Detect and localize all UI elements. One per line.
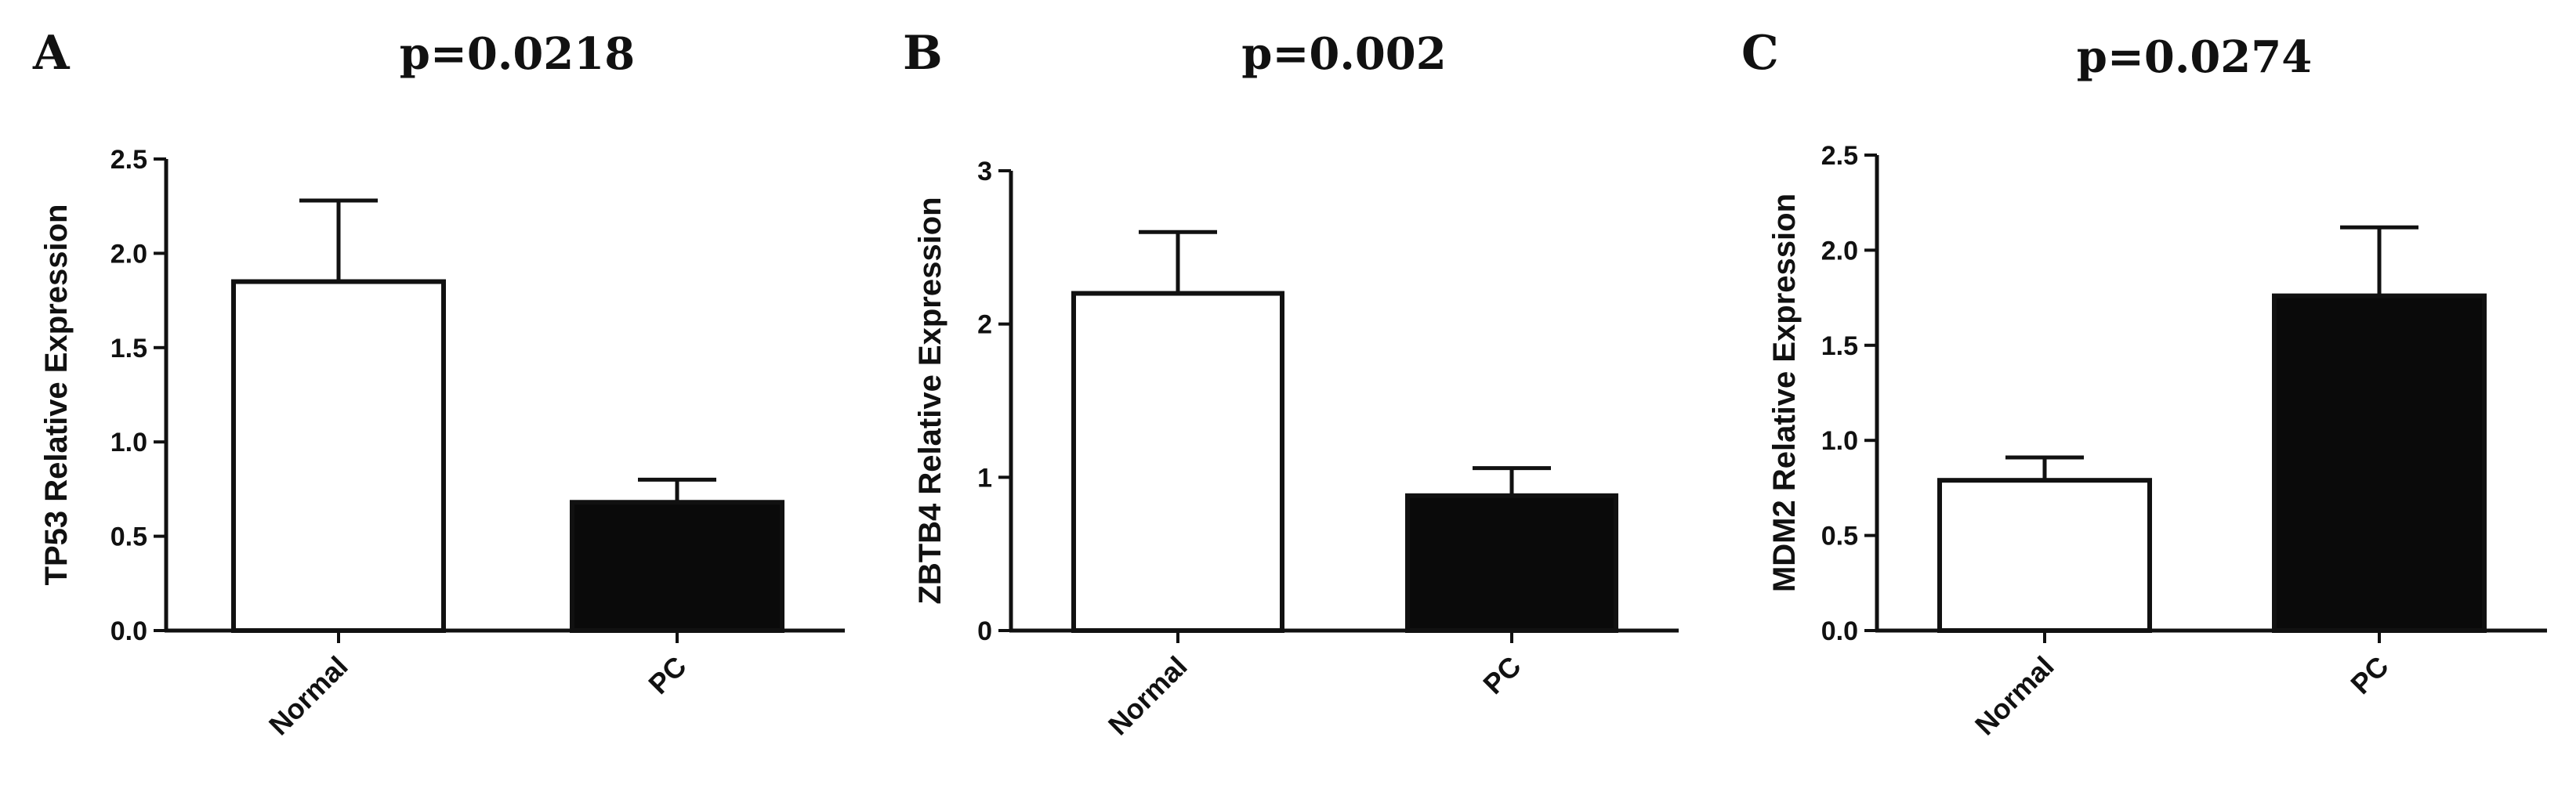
bar-pc: [2272, 293, 2487, 633]
bar-normal: [1937, 478, 2152, 633]
y-axis-label: TP53 Relative Expression: [39, 204, 74, 586]
bar-pc: [1405, 493, 1618, 634]
x-category-label: PC: [1476, 650, 1527, 700]
y-tick-label: 0: [977, 616, 992, 646]
bar-normal: [1071, 291, 1284, 633]
x-category-label: PC: [2344, 650, 2394, 700]
y-tick-label: 2: [977, 310, 992, 340]
x-category-label: Normal: [263, 650, 354, 742]
x-category-label: Normal: [1102, 650, 1194, 742]
p-value-title: p=0.0274: [2077, 31, 2312, 83]
p-value-title: p=0.0218: [400, 28, 635, 80]
panel-letter: A: [32, 26, 71, 81]
y-axis-label: ZBTB4 Relative Expression: [913, 197, 947, 604]
bar-normal: [231, 279, 446, 633]
y-tick-label: 2.5: [1821, 141, 1858, 171]
y-tick-label: 0.0: [111, 616, 147, 646]
y-tick-label: 1: [977, 463, 992, 493]
y-tick-label: 0.0: [1821, 616, 1858, 646]
y-tick-label: 2.5: [111, 145, 147, 175]
y-tick-label: 1.5: [111, 334, 147, 363]
y-tick-label: 1.0: [111, 428, 147, 457]
panel-letter: C: [1741, 26, 1779, 81]
p-value-title: p=0.002: [1241, 28, 1446, 80]
y-tick-label: 0.5: [111, 522, 147, 552]
y-tick-label: 0.5: [1821, 522, 1858, 551]
y-tick-label: 1.5: [1821, 331, 1858, 361]
y-tick-label: 2.0: [111, 239, 147, 269]
x-category-label: Normal: [1969, 650, 2060, 742]
x-category-label: PC: [642, 650, 692, 700]
y-tick-label: 2.0: [1821, 236, 1858, 266]
panel-letter: B: [903, 26, 943, 81]
y-tick-label: 1.0: [1821, 426, 1858, 456]
y-tick-label: 3: [977, 157, 992, 186]
y-axis-label: MDM2 Relative Expression: [1767, 193, 1802, 592]
bar-pc: [570, 500, 784, 633]
